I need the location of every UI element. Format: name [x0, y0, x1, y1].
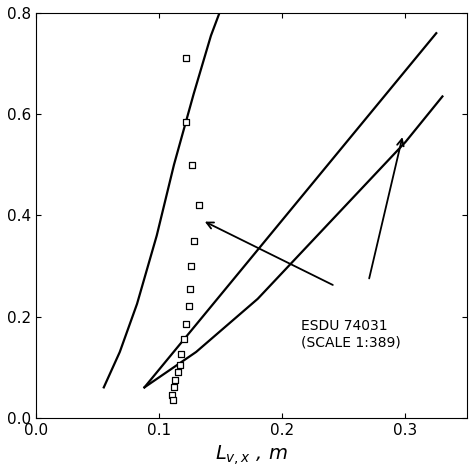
Point — [174, 368, 182, 376]
Point — [190, 237, 198, 245]
Point — [168, 391, 175, 399]
Point — [169, 396, 176, 404]
Point — [180, 336, 188, 343]
Text: ESDU 74031
(SCALE 1:389): ESDU 74031 (SCALE 1:389) — [301, 319, 401, 349]
Point — [172, 376, 179, 383]
Point — [195, 201, 202, 209]
X-axis label: $L_{v,x}$ , m: $L_{v,x}$ , m — [215, 443, 288, 467]
Point — [186, 285, 194, 292]
Point — [178, 351, 185, 358]
Point — [182, 320, 190, 328]
Point — [182, 55, 190, 62]
Point — [185, 302, 192, 310]
Point — [187, 262, 195, 270]
Point — [170, 383, 178, 391]
Point — [176, 361, 184, 368]
Point — [189, 161, 196, 169]
Point — [182, 118, 190, 126]
